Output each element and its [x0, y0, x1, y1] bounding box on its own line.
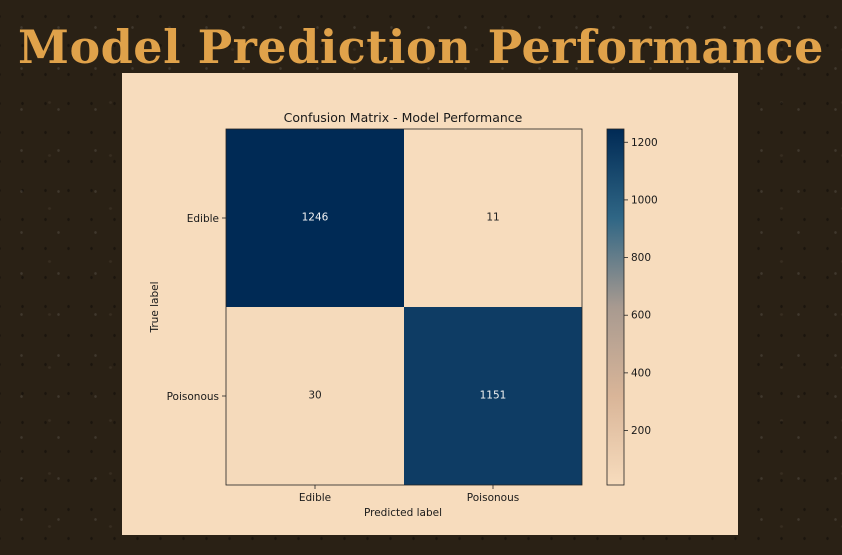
page-title: Model Prediction Performance [18, 20, 824, 74]
heatmap-cell [404, 129, 582, 307]
heatmap-cell [226, 129, 404, 307]
colorbar-tick-label: 200 [631, 425, 651, 437]
colorbar-tick-label: 600 [631, 310, 651, 322]
colorbar-frame [606, 128, 625, 486]
x-tick-label: Poisonous [467, 492, 519, 504]
heatmap-cell [226, 307, 404, 485]
heatmap-cell [404, 307, 582, 485]
cell-value-label: 1246 [302, 212, 329, 224]
y-tick-label: Poisonous [167, 391, 219, 403]
cell-value-label: 11 [486, 212, 499, 224]
y-tick-label: Edible [187, 213, 219, 225]
cell-value-label: 30 [308, 390, 321, 402]
colorbar-gradient [607, 129, 624, 485]
x-axis-label: Predicted label [364, 507, 442, 519]
colorbar-tick-label: 1200 [631, 137, 658, 149]
cell-value-label: 1151 [480, 390, 507, 402]
confusion-matrix-chart: 1246 11 30 1151 Edible Poisonous Edible Poisono… [149, 110, 658, 519]
chart-panel: 1246 11 30 1151 Edible Poisonous Edible Poisono… [122, 73, 738, 535]
x-tick-label: Edible [299, 492, 331, 504]
y-axis-label: True label [149, 281, 161, 333]
chart-title: Confusion Matrix - Model Performance [284, 110, 523, 125]
colorbar-tick-label: 800 [631, 252, 651, 264]
heatmap-frame [225, 128, 583, 486]
colorbar-tick-label: 400 [631, 367, 651, 379]
colorbar-tick-label: 1000 [631, 194, 658, 206]
